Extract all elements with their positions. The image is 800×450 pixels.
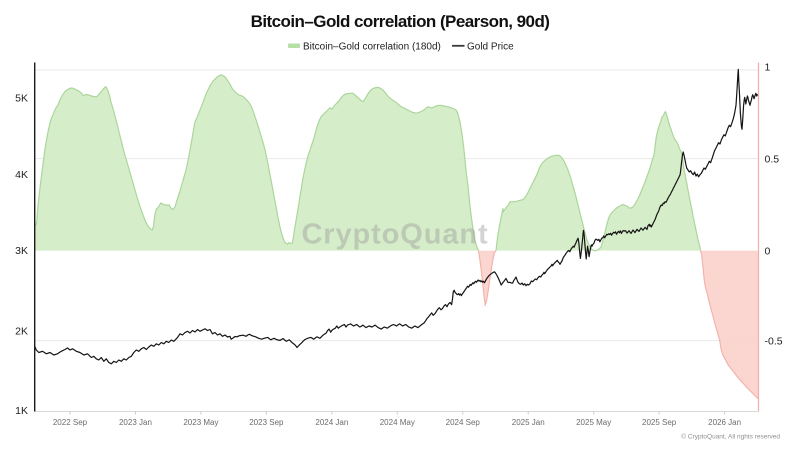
svg-text:Bitcoin–Gold correlation (Pear: Bitcoin–Gold correlation (Pearson, 90d) [251, 12, 550, 31]
svg-text:2025 Sep: 2025 Sep [642, 418, 677, 427]
svg-text:CryptoQuant: CryptoQuant [301, 219, 488, 251]
svg-text:© CryptoQuant, All rights rese: © CryptoQuant, All rights reserved [681, 433, 780, 441]
svg-text:2023 May: 2023 May [183, 418, 218, 427]
svg-text:2026 Jan: 2026 Jan [708, 418, 741, 427]
svg-text:2024 May: 2024 May [380, 418, 415, 427]
svg-text:2024 Jan: 2024 Jan [315, 418, 348, 427]
svg-text:Bitcoin–Gold correlation (180d: Bitcoin–Gold correlation (180d) [303, 42, 441, 53]
svg-text:3K: 3K [15, 245, 28, 257]
svg-text:-0.5: -0.5 [765, 335, 783, 347]
svg-text:4K: 4K [15, 169, 28, 181]
svg-text:Gold Price: Gold Price [467, 42, 514, 53]
svg-text:0: 0 [765, 245, 771, 257]
svg-text:2023 Sep: 2023 Sep [249, 418, 284, 427]
svg-text:0.5: 0.5 [765, 153, 780, 165]
svg-text:2025 May: 2025 May [576, 418, 611, 427]
svg-text:2K: 2K [15, 326, 28, 338]
svg-text:1: 1 [765, 62, 771, 74]
svg-text:2023 Jan: 2023 Jan [119, 418, 152, 427]
svg-text:1K: 1K [15, 405, 28, 417]
svg-text:2025 Jan: 2025 Jan [512, 418, 545, 427]
svg-text:2022 Sep: 2022 Sep [53, 418, 88, 427]
svg-text:5K: 5K [15, 93, 28, 105]
svg-text:2024 Sep: 2024 Sep [446, 418, 481, 427]
